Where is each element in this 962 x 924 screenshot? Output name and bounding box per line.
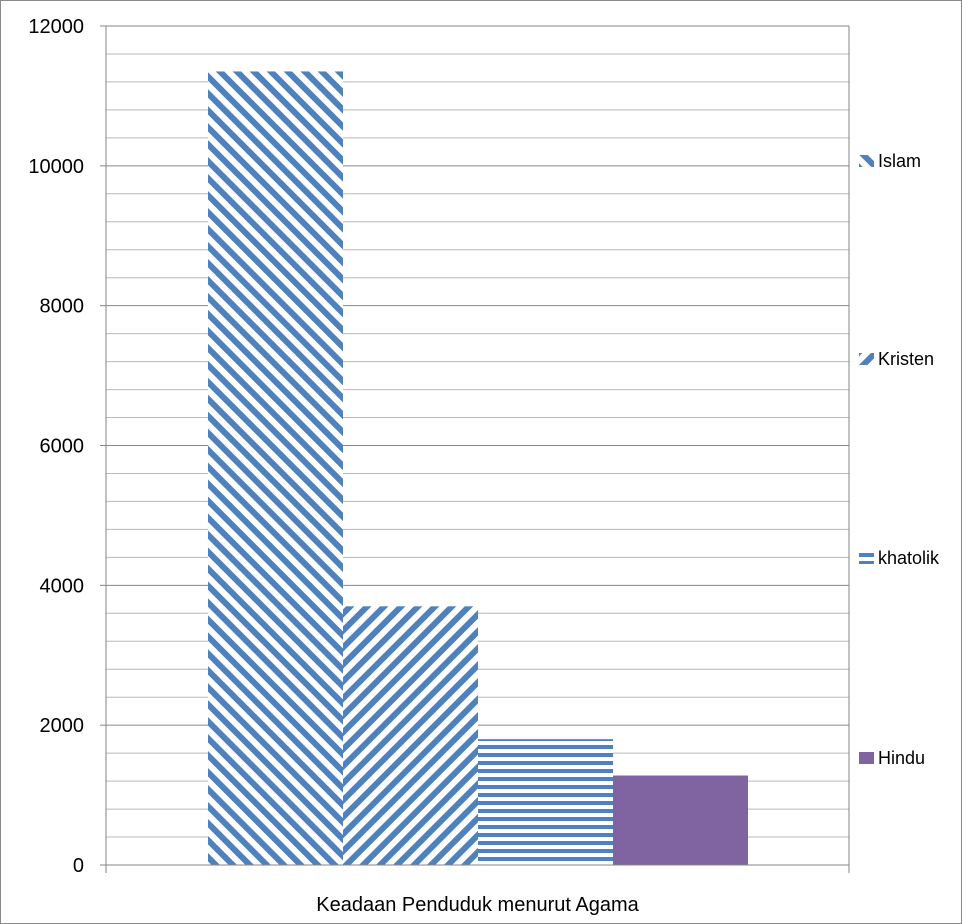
y-tick-label: 8000 xyxy=(40,296,85,318)
axes xyxy=(100,25,850,873)
legend-label-islam: Islam xyxy=(878,151,921,171)
legend-swatch-khatolik xyxy=(859,552,874,564)
x-axis-labels: Keadaan Penduduk menurut Agama xyxy=(316,894,639,916)
y-tick-label: 0 xyxy=(73,855,84,877)
legend: Islam Kristen khatolik Hindu xyxy=(859,151,940,768)
legend-swatch-hindu xyxy=(859,752,874,764)
y-tick-label: 6000 xyxy=(40,436,85,458)
bar-kristen xyxy=(343,606,478,865)
y-tick-label: 12000 xyxy=(28,16,84,38)
y-tick-label: 4000 xyxy=(40,575,85,597)
legend-swatch-islam xyxy=(859,155,874,167)
bars-group xyxy=(208,71,748,866)
y-axis-ticks: 0 2000 4000 6000 8000 10000 12000 xyxy=(28,16,84,877)
bar-islam xyxy=(208,71,343,866)
bar-hindu xyxy=(613,775,748,865)
legend-swatch-kristen xyxy=(859,353,874,365)
category-label: Keadaan Penduduk menurut Agama xyxy=(316,894,639,916)
bar-khatolik xyxy=(478,739,613,865)
legend-label-khatolik: khatolik xyxy=(878,548,940,568)
y-tick-label: 10000 xyxy=(28,156,84,178)
legend-label-hindu: Hindu xyxy=(878,748,925,768)
legend-label-kristen: Kristen xyxy=(878,349,934,369)
y-tick-label: 2000 xyxy=(40,715,85,737)
